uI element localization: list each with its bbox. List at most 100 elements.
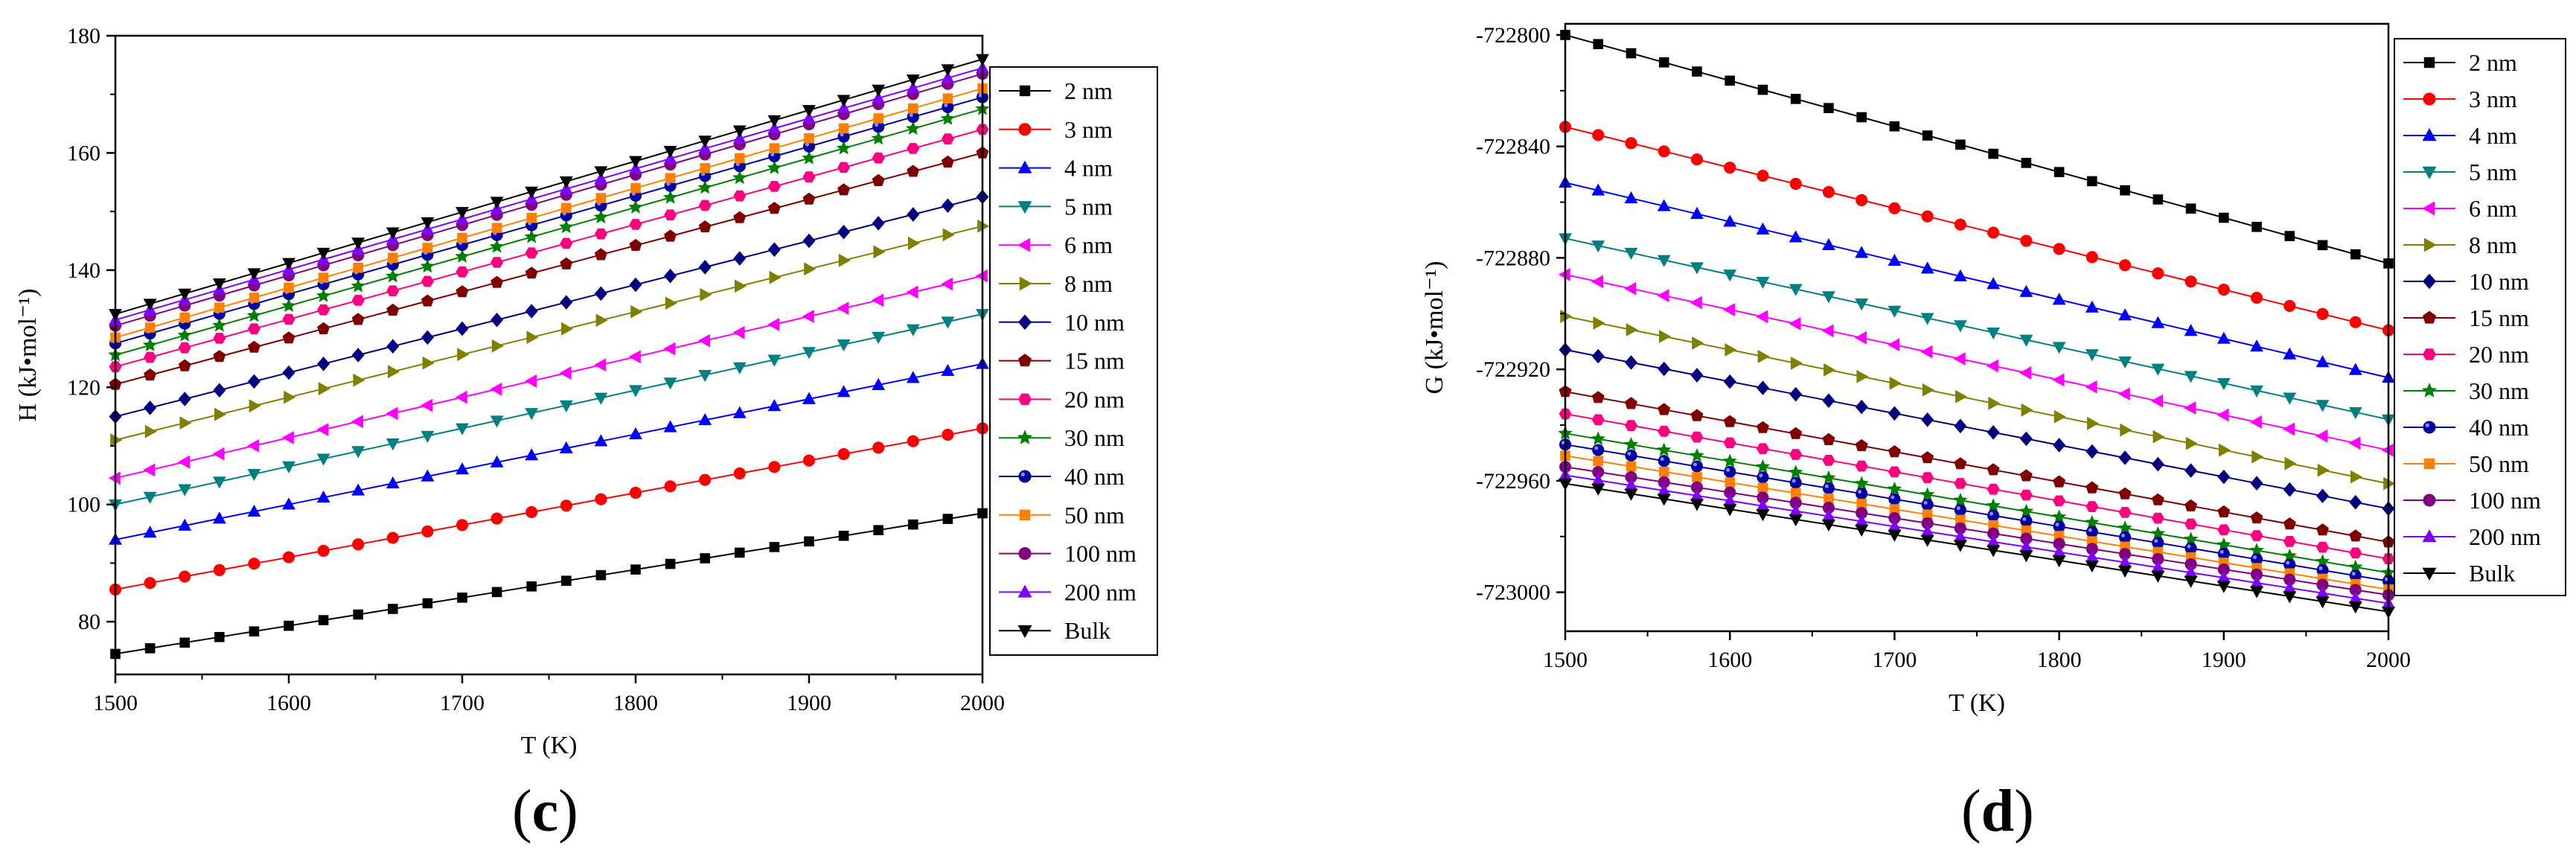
chart-d-point-5-nm-7 xyxy=(1789,284,1803,296)
chart-c-point-4-nm-24 xyxy=(941,363,955,377)
chart-d-point-6-nm-25 xyxy=(2381,443,2394,457)
chart-c-point-3-nm-10 xyxy=(456,519,469,531)
chart-d-point-50-nm-2 xyxy=(1626,461,1637,472)
chart-c-point-2-nm-3 xyxy=(214,631,225,642)
chart-d-point-2-nm-15 xyxy=(2054,167,2065,177)
chart-c-point-10-nm-23 xyxy=(907,207,920,222)
chart-d-point-8-nm-10 xyxy=(1889,376,1902,390)
chart-c-point-3-nm-17 xyxy=(699,473,712,486)
chart-d-point-6-nm-4 xyxy=(1690,296,1702,310)
chart-c-legend-marker-5-nm xyxy=(1017,201,1032,214)
chart-c-point-8-nm-2 xyxy=(179,416,192,430)
chart-c-point-6-nm-7 xyxy=(351,415,363,429)
chart-c-point-10-nm-7 xyxy=(351,348,365,363)
chart-c-point-15-nm-10 xyxy=(456,285,469,298)
chart-c-point-6-nm-25 xyxy=(975,269,988,283)
chart-d-point-40-nm-20-highlight xyxy=(2219,549,2224,554)
chart-c-point-3-nm-18 xyxy=(733,467,746,480)
chart-c-legend-marker-15-nm xyxy=(1018,354,1032,367)
chart-d-point-20-nm-18 xyxy=(2151,512,2164,524)
chart-c-point-bulk-8 xyxy=(386,227,400,240)
chart-d-point-15-nm-11 xyxy=(1921,451,1934,464)
chart-c-point-2-nm-19 xyxy=(769,542,780,552)
chart-d-point-4-nm-14 xyxy=(2019,284,2033,297)
chart-d-point-200-nm-2 xyxy=(1624,478,1638,491)
chart-d-point-bulk-4 xyxy=(1690,499,1704,511)
chart-d-point-100-nm-10 xyxy=(1888,511,1901,525)
chart-c-point-20-nm-17 xyxy=(698,199,712,211)
chart-d-point-2-nm-4 xyxy=(1692,66,1702,77)
chart-d-point-15-nm-13 xyxy=(1987,463,2000,476)
chart-d-point-20-nm-15 xyxy=(2053,495,2066,507)
chart-d-point-30-nm-24 xyxy=(2348,559,2363,574)
chart-c-x-tick-label-1: 1600 xyxy=(266,691,311,715)
chart-d-legend-label-15-nm: 15 nm xyxy=(2469,304,2529,331)
chart-c-point-4-nm-17 xyxy=(698,413,712,426)
chart-c-point-20-nm-22 xyxy=(872,152,885,164)
chart-c-point-8-nm-14 xyxy=(595,313,608,328)
chart-d-y-axis-label: G (kJ•mol⁻¹) xyxy=(1421,261,1448,395)
chart-d-point-2-nm-7 xyxy=(1790,94,1801,104)
chart-c-point-50-nm-14 xyxy=(595,193,607,203)
chart-c-point-8-nm-25 xyxy=(977,219,990,233)
chart-d-legend-marker-5-nm xyxy=(2422,166,2437,179)
chart-c-point-4-nm-9 xyxy=(421,469,435,482)
chart-d-point-2-nm-9 xyxy=(1856,112,1867,123)
chart-c-point-30-nm-9 xyxy=(420,258,435,273)
chart-d-point-30-nm-21 xyxy=(2249,543,2264,557)
chart-c-point-5-nm-12 xyxy=(525,408,539,421)
chart-d-point-5-nm-16 xyxy=(2085,349,2099,362)
chart-c-point-40-nm-18-highlight xyxy=(735,162,740,167)
chart-d-point-15-nm-12 xyxy=(1954,457,1967,470)
chart-d-point-bulk-17 xyxy=(2118,565,2132,578)
chart-d-point-5-nm-2 xyxy=(1624,247,1638,261)
chart-c-point-bulk-24 xyxy=(941,64,955,77)
chart-d-point-6-nm-7 xyxy=(1789,316,1801,331)
chart-c-legend-label-50-nm: 50 nm xyxy=(1064,502,1125,529)
chart-d-point-100-nm-2 xyxy=(1625,470,1637,484)
chart-c-point-5-nm-23 xyxy=(906,324,920,336)
chart-d-point-40-nm-13 xyxy=(1987,509,2000,522)
chart-d-point-3-nm-1 xyxy=(1592,129,1605,141)
chart-d-point-15-nm-19 xyxy=(2185,499,2197,511)
chart-c-point-10-nm-21 xyxy=(837,224,851,240)
chart-c-legend-label-bulk: Bulk xyxy=(1064,617,1110,644)
chart-c-series-line-10-nm xyxy=(115,196,983,418)
chart-d-point-40-nm-16-highlight xyxy=(2088,528,2092,532)
chart-d-point-40-nm-22-highlight xyxy=(2286,561,2290,565)
chart-d-point-100-nm-12 xyxy=(1954,522,1966,534)
chart-d-point-50-nm-4 xyxy=(1692,472,1702,482)
chart-d-point-2-nm-10 xyxy=(1889,121,1900,132)
chart-d-point-15-nm-23 xyxy=(2316,523,2329,536)
chart-d-point-15-nm-5 xyxy=(1723,415,1736,427)
chart-c-point-4-nm-5 xyxy=(282,497,295,510)
chart-d-point-40-nm-14 xyxy=(2020,514,2033,527)
chart-c-point-30-nm-21 xyxy=(836,141,851,155)
chart-d-legend-marker-3-nm xyxy=(2423,92,2436,106)
chart-d-point-2-nm-12 xyxy=(1955,139,1966,150)
chart-c-point-5-nm-17 xyxy=(698,369,712,383)
chart-d-point-bulk-7 xyxy=(1789,514,1803,527)
chart-c-legend-label-100-nm: 100 nm xyxy=(1064,540,1137,567)
chart-d-point-8-nm-11 xyxy=(1922,383,1934,397)
chart-c-point-40-nm-23-highlight xyxy=(909,112,913,118)
chart-d-point-30-nm-16 xyxy=(2085,514,2100,529)
chart-c-point-bulk-11 xyxy=(490,197,504,209)
chart-d-point-3-nm-17 xyxy=(2119,259,2132,272)
chart-d-point-10-nm-14 xyxy=(2019,431,2033,447)
chart-c-point-50-nm-8 xyxy=(388,252,398,264)
chart-c-point-50-nm-10 xyxy=(457,232,467,243)
chart-d-point-30-nm-13 xyxy=(1986,498,2001,512)
chart-d-point-8-nm-13 xyxy=(1988,396,2001,410)
chart-c-point-20-nm-2 xyxy=(178,342,191,354)
chart-c-point-50-nm-6 xyxy=(318,272,329,283)
chart-d-point-15-nm-21 xyxy=(2250,511,2263,524)
chart-d-series-line-50-nm xyxy=(1565,455,2389,590)
chart-d-legend-label-40-nm: 40 nm xyxy=(2469,414,2529,441)
chart-c-legend-marker-100-nm xyxy=(1018,547,1032,561)
chart-c-point-15-nm-20 xyxy=(802,192,816,205)
chart-d-point-bulk-16 xyxy=(2085,561,2099,573)
chart-c-point-2-nm-21 xyxy=(838,530,849,541)
chart-d-point-5-nm-18 xyxy=(2151,363,2165,376)
chart-c-point-3-nm-13 xyxy=(560,499,572,512)
